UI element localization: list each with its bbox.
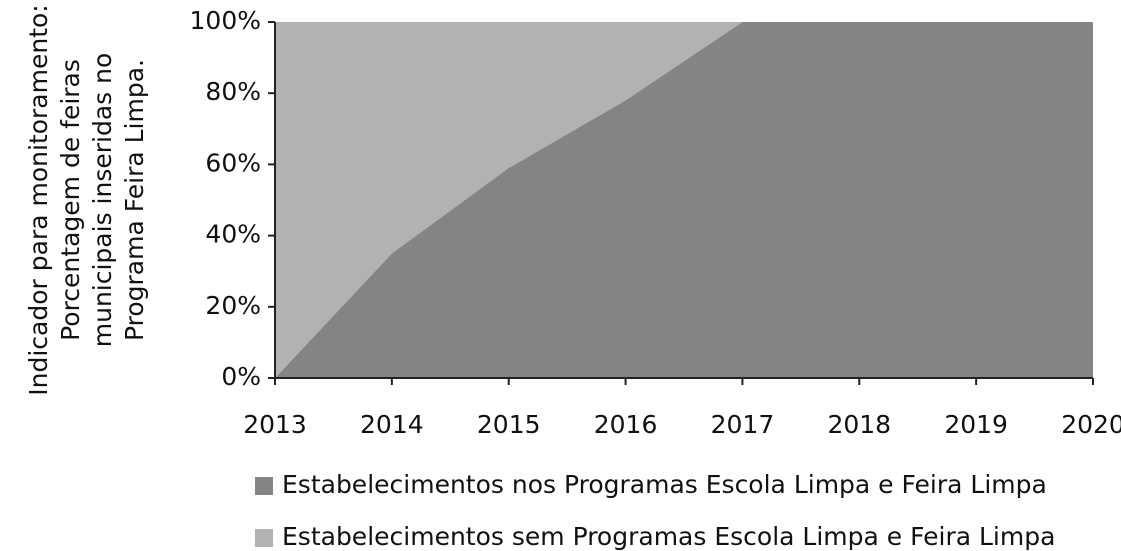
y-tick-label: 100%	[190, 6, 261, 35]
area	[275, 22, 1093, 378]
y-axis-label-line: municipais inseridas no	[88, 53, 117, 348]
y-tick-label: 20%	[205, 291, 261, 320]
y-axis-label-line: Porcentagem de feiras	[56, 59, 85, 341]
area	[275, 22, 1093, 378]
legend-label: Estabelecimentos nos Programas Escola Li…	[282, 470, 1047, 499]
y-axis-label: Indicador para monitoramento: Porcentagem…	[24, 4, 149, 395]
y-tick-label: 40%	[205, 220, 261, 249]
x-tick-label: 2018	[827, 410, 891, 439]
legend-swatch	[255, 529, 273, 547]
y-axis-label-line: Indicador para monitoramento:	[24, 4, 53, 395]
x-tick-label: 2013	[243, 410, 307, 439]
y-tick-label: 60%	[205, 148, 261, 177]
legend-label: Estabelecimentos sem Programas Escola Li…	[282, 522, 1055, 551]
x-tick-label: 2020	[1061, 410, 1121, 439]
x-tick-label: 2017	[711, 410, 775, 439]
y-axis-label-line: Programa Feira Limpa.	[120, 59, 149, 341]
x-tick-label: 2019	[944, 410, 1008, 439]
x-tick-label: 2015	[477, 410, 541, 439]
y-tick-label: 0%	[221, 362, 261, 391]
x-tick-label: 2014	[360, 410, 424, 439]
y-tick-label: 80%	[205, 77, 261, 106]
legend-swatch	[255, 477, 273, 495]
x-tick-label: 2016	[594, 410, 658, 439]
